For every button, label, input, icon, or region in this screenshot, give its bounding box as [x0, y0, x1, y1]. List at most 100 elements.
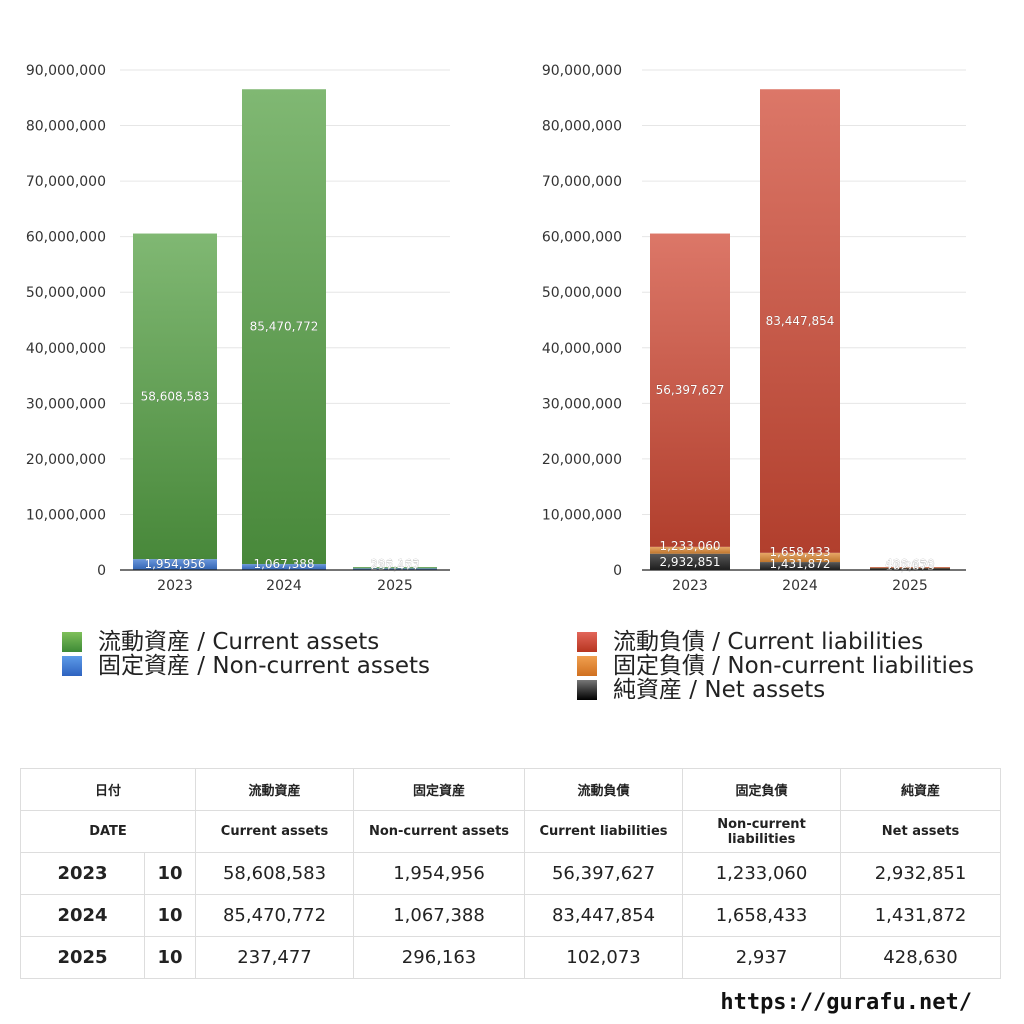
y-tick-label: 20,000,000 — [26, 452, 106, 468]
value-cell: 2,932,851 — [840, 852, 1002, 895]
data-label: 1,067,388 — [253, 557, 314, 571]
value-cell: 85,470,772 — [195, 894, 355, 937]
y-tick-label: 10,000,000 — [26, 507, 106, 523]
y-tick-label: 80,000,000 — [26, 119, 106, 135]
data-label: 1,658,433 — [769, 545, 830, 559]
value-cell: 1,067,388 — [353, 894, 526, 937]
y-tick-label: 80,000,000 — [542, 119, 622, 135]
legend-label: 固定資産 / Non-current assets — [98, 653, 431, 679]
year-cell: 2023 — [20, 852, 145, 895]
value-cell: 1,954,956 — [353, 852, 526, 895]
data-label: 1,233,060 — [659, 539, 720, 553]
table-header-jp: 日付 流動資産 固定資産 流動負債 固定負債 純資産 — [19, 768, 1002, 811]
value-cell: 83,447,854 — [524, 894, 684, 937]
y-tick-label: 0 — [613, 563, 622, 579]
bar-segment — [650, 233, 730, 547]
value-cell: 1,431,872 — [840, 894, 1002, 937]
bar-segment — [650, 553, 730, 570]
bar-segment — [133, 233, 217, 560]
data-label: 1,431,872 — [769, 557, 830, 571]
header-cell: 流動資産 — [195, 768, 355, 811]
bar-segment — [133, 559, 217, 570]
header-cell: DATE — [19, 810, 197, 853]
legend-item-non-current-assets: 固定資産 / Non-current assets — [62, 654, 430, 678]
legend-item-net-assets: 純資産 / Net assets — [577, 678, 974, 702]
y-tick-label: 50,000,000 — [542, 285, 622, 301]
header-cell: Non-current assets — [353, 810, 526, 853]
assets-legend: 流動資産 / Current assets 固定資産 / Non-current… — [62, 630, 430, 678]
y-tick-label: 90,000,000 — [26, 63, 106, 79]
header-cell: 純資産 — [840, 768, 1002, 811]
header-cell: 流動負債 — [524, 768, 684, 811]
header-cell: Non-current liabilities — [682, 810, 842, 853]
y-tick-label: 60,000,000 — [542, 230, 622, 246]
header-cell: Net assets — [840, 810, 1002, 853]
legend-item-non-current-liabilities: 固定負債 / Non-current liabilities — [577, 654, 974, 678]
y-tick-label: 50,000,000 — [26, 285, 106, 301]
legend-swatch — [577, 680, 597, 700]
x-tick-label: 2025 — [892, 578, 928, 594]
legend-swatch — [62, 632, 82, 652]
header-cell: 固定資産 — [353, 768, 526, 811]
data-label: 85,470,772 — [250, 320, 319, 334]
bar-segment — [760, 552, 840, 563]
header-cell: Current liabilities — [524, 810, 684, 853]
bar-segment — [870, 567, 950, 569]
bar-segment — [870, 567, 950, 570]
bar-segment — [760, 562, 840, 570]
y-tick-label: 10,000,000 — [542, 507, 622, 523]
y-tick-label: 30,000,000 — [26, 396, 106, 412]
y-tick-label: 70,000,000 — [26, 174, 106, 190]
header-cell: 日付 — [19, 768, 197, 811]
x-tick-label: 2024 — [266, 578, 302, 594]
y-tick-label: 40,000,000 — [26, 341, 106, 357]
assets-chart: 0 10,000,000 20,000,000 30,000,000 40,000,00… — [26, 63, 450, 594]
value-cell: 237,477 — [195, 936, 355, 979]
site-url[interactable]: https://gurafu.net/ — [720, 990, 972, 1015]
table-header-en: DATE Current assets Non-current assets C… — [19, 810, 1002, 853]
value-cell: 1,658,433 — [682, 894, 842, 937]
header-cell: Current assets — [195, 810, 355, 853]
value-cell: 428,630 — [840, 936, 1002, 979]
value-cell: 296,163 — [353, 936, 526, 979]
data-label: 58,608,583 — [141, 389, 210, 403]
bar-segment — [760, 89, 840, 553]
legend-swatch — [577, 656, 597, 676]
data-label: 237,477 — [370, 559, 420, 573]
table-row: 2025 10 237,477 296,163 102,073 2,937 42… — [20, 936, 1002, 979]
value-cell: 56,397,627 — [524, 852, 684, 895]
x-tick-label: 2024 — [782, 578, 818, 594]
table-row: 2023 10 58,608,583 1,954,956 56,397,627 … — [20, 852, 1002, 895]
y-tick-label: 90,000,000 — [542, 63, 622, 79]
y-tick-label: 0 — [97, 563, 106, 579]
legend-label: 純資産 / Net assets — [613, 677, 826, 703]
value-cell: 1,233,060 — [682, 852, 842, 895]
data-label: 56,397,627 — [656, 383, 725, 397]
x-tick-label: 2023 — [672, 578, 708, 594]
legend-label: 固定負債 / Non-current liabilities — [613, 653, 974, 679]
bar-segment — [870, 567, 950, 568]
liabilities-chart: 0 10,000,000 20,000,000 30,000,000 40,000,00… — [542, 63, 966, 594]
table-row: 2024 10 85,470,772 1,067,388 83,447,854 … — [20, 894, 1002, 937]
year-cell: 2024 — [20, 894, 145, 937]
data-label: 2,932,851 — [659, 555, 720, 569]
balance-sheet-table: 日付 流動資産 固定資産 流動負債 固定負債 純資産 DATE Current … — [19, 768, 1002, 979]
bar-segment — [242, 564, 326, 570]
value-cell: 2,937 — [682, 936, 842, 979]
legend-label: 流動負債 / Current liabilities — [613, 629, 924, 655]
y-tick-label: 70,000,000 — [542, 174, 622, 190]
bar-segment — [242, 89, 326, 565]
header-cell: 固定負債 — [682, 768, 842, 811]
legend-item-current-assets: 流動資産 / Current assets — [62, 630, 430, 654]
x-tick-label: 2023 — [157, 578, 193, 594]
legend-item-current-liabilities: 流動負債 / Current liabilities — [577, 630, 974, 654]
liabilities-legend: 流動負債 / Current liabilities 固定負債 / Non-cu… — [577, 630, 974, 702]
value-cell: 102,073 — [524, 936, 684, 979]
data-label: 102,073 — [885, 559, 935, 573]
month-cell: 10 — [143, 894, 197, 937]
bar-segment — [650, 546, 730, 554]
data-label: 428,630 — [885, 557, 935, 571]
month-cell: 10 — [143, 936, 197, 979]
bar-segment — [353, 567, 437, 569]
legend-swatch — [62, 656, 82, 676]
